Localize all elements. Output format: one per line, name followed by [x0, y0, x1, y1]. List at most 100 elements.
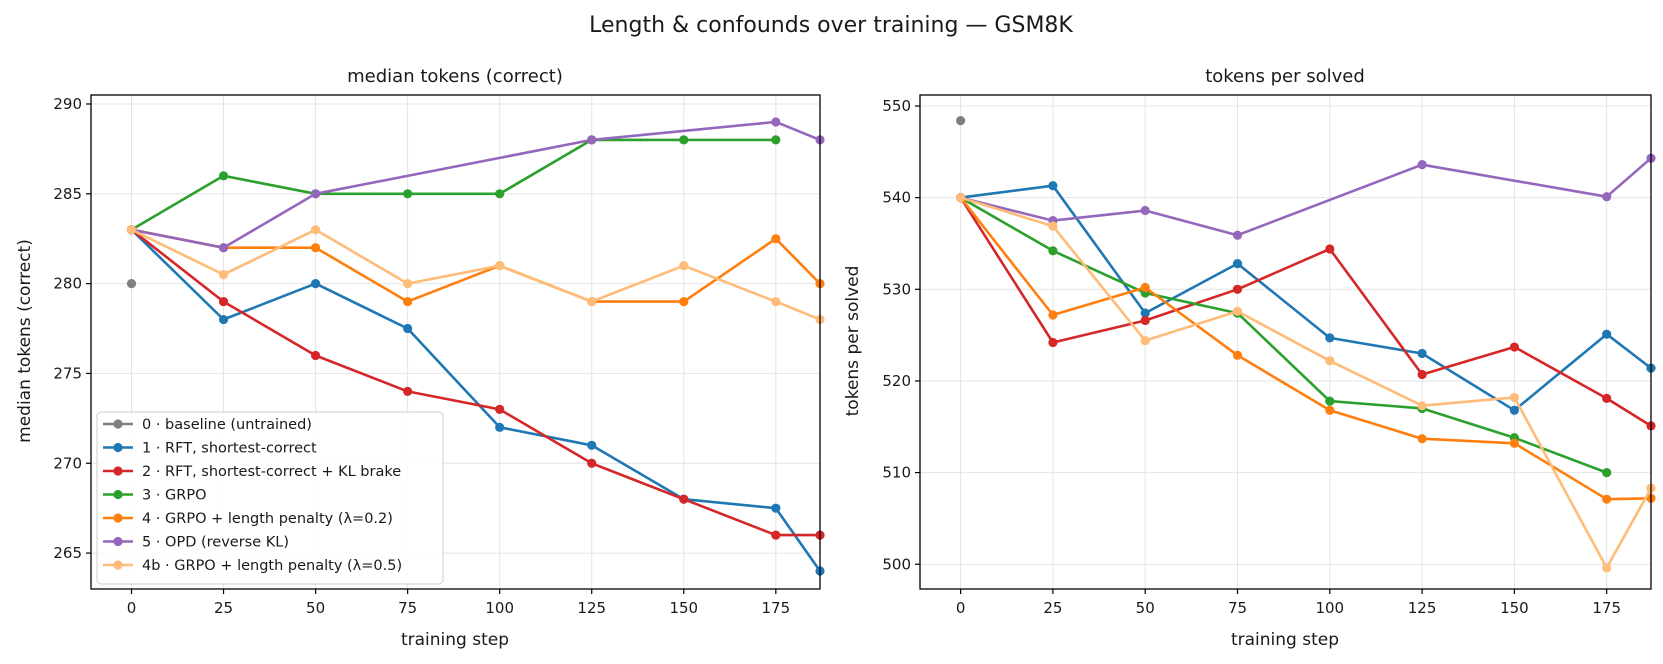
data-point — [1048, 221, 1058, 231]
legend-marker — [113, 419, 123, 429]
data-point — [1048, 246, 1058, 256]
data-point — [771, 117, 781, 127]
series-line — [130, 138, 776, 231]
data-point — [1232, 259, 1243, 269]
legend-label: 0 · baseline (untrained) — [142, 417, 312, 433]
chart-title: median tokens (correct) — [347, 66, 563, 87]
x-tick-label: 100 — [1315, 599, 1344, 617]
series-line — [960, 157, 1652, 237]
data-point — [771, 503, 781, 513]
data-point — [587, 135, 597, 145]
legend-item: 4 · GRPO + length penalty (λ=0.2) — [103, 511, 393, 527]
data-point — [956, 116, 966, 126]
data-point — [1140, 336, 1150, 346]
data-point — [218, 171, 229, 181]
legend-label: 4b · GRPO + length penalty (λ=0.5) — [142, 558, 402, 574]
x-tick-label: 0 — [956, 599, 966, 617]
data-point — [495, 422, 505, 432]
data-point — [679, 135, 689, 145]
y-tick-label: 265 — [53, 544, 82, 562]
legend-box — [96, 411, 444, 585]
x-tick-label: 175 — [761, 599, 790, 617]
data-point — [1048, 181, 1058, 191]
data-point — [495, 189, 505, 199]
legend-item: 3 · GRPO — [103, 488, 207, 504]
data-point — [771, 530, 781, 540]
data-point — [771, 234, 781, 244]
y-tick-label: 520 — [882, 372, 911, 390]
data-point — [310, 350, 321, 361]
data-point — [679, 296, 689, 307]
x-tick-label: 0 — [127, 599, 137, 617]
data-point — [218, 243, 229, 253]
legend-marker — [113, 536, 123, 547]
data-point — [1325, 356, 1335, 366]
data-point — [1602, 468, 1612, 478]
data-point — [1140, 315, 1150, 326]
series-4 — [126, 225, 825, 307]
data-point — [1602, 329, 1612, 339]
legend-label: 5 · OPD (reverse KL) — [142, 535, 289, 551]
data-point — [1140, 205, 1150, 216]
data-point — [771, 135, 781, 145]
data-point — [403, 386, 413, 396]
data-point — [1140, 282, 1150, 293]
series-5 — [126, 117, 825, 253]
y-tick-label: 550 — [882, 97, 911, 115]
series-3 — [126, 135, 781, 235]
y-tick-label: 285 — [53, 185, 82, 203]
x-tick-label: 125 — [577, 599, 606, 617]
series-0 — [956, 116, 966, 126]
y-tick-label: 280 — [53, 275, 82, 293]
x-tick-label: 25 — [1043, 599, 1062, 617]
x-axis-label: training step — [1231, 630, 1339, 650]
y-tick-label: 510 — [882, 464, 911, 482]
x-tick-label: 100 — [485, 599, 514, 617]
series-line — [131, 120, 821, 249]
chart-title: tokens per solved — [1205, 66, 1365, 87]
data-point — [126, 225, 137, 235]
data-point — [1048, 310, 1058, 320]
data-point — [218, 270, 229, 280]
data-point — [218, 296, 229, 307]
data-point — [310, 279, 321, 289]
x-tick-label: 50 — [306, 599, 325, 617]
legend-label: 4 · GRPO + length penalty (λ=0.2) — [142, 511, 393, 527]
legend-marker — [113, 442, 123, 453]
data-point — [587, 296, 597, 307]
data-point — [1602, 494, 1612, 504]
data-point — [1232, 284, 1243, 294]
data-point — [218, 314, 229, 325]
data-point — [310, 243, 321, 253]
data-point — [403, 279, 413, 289]
data-point — [587, 458, 597, 468]
data-point — [771, 296, 781, 307]
y-tick-label: 270 — [53, 454, 82, 472]
legend-marker — [113, 466, 123, 476]
tokens-per-solved-chart: tokens per solved training step tokens p… — [843, 66, 1656, 650]
legend-marker — [113, 560, 123, 570]
legend-marker — [113, 489, 123, 500]
data-point — [1417, 401, 1427, 411]
data-point — [1602, 393, 1612, 403]
x-tick-label: 150 — [1500, 599, 1529, 617]
data-point — [1509, 438, 1519, 448]
y-tick-label: 540 — [882, 189, 911, 207]
x-axis-label: training step — [401, 630, 509, 650]
data-point — [1509, 392, 1519, 403]
data-point — [1509, 405, 1519, 415]
median-tokens-chart: median tokens (correct) training step me… — [15, 66, 825, 650]
series-0 — [126, 279, 137, 289]
data-point — [956, 193, 966, 203]
gridlines — [920, 95, 1651, 589]
legend-label: 3 · GRPO — [142, 488, 207, 504]
x-tick-label: 75 — [398, 599, 417, 617]
y-tick-label: 275 — [53, 364, 82, 382]
data-point — [495, 261, 505, 271]
x-tick-label: 150 — [669, 599, 698, 617]
x-tick-label: 175 — [1592, 599, 1621, 617]
data-point — [1232, 230, 1243, 240]
data-point — [1325, 396, 1335, 406]
y-tick-label: 290 — [53, 95, 82, 113]
